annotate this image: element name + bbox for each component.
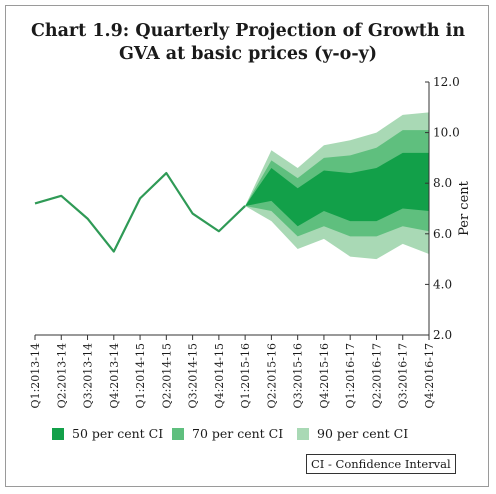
legend-swatch [52, 427, 64, 440]
x-tick-label: Q4:2014-15 [213, 343, 226, 408]
y-tick-label: 10.0 [433, 126, 460, 140]
legend-item: 70 per cent CI [172, 426, 283, 441]
legend-item: 50 per cent CI [52, 426, 163, 441]
y-tick-label: 2.0 [433, 328, 452, 342]
legend-label: 90 per cent CI [317, 426, 409, 441]
x-tick-label: Q3:2014-15 [187, 343, 200, 408]
x-tick-label: Q1:2014-15 [134, 343, 147, 408]
x-tick-label: Q4:2013-14 [108, 343, 121, 408]
ci-note: CI - Confidence Interval [306, 454, 456, 474]
axes: 2.0 4.0 6.0 8.0 10.0 12.0 Q1:2013-14 Q2:2013-14… [29, 75, 460, 408]
actual-growth-line [34, 171, 246, 253]
legend-label: 50 per cent CI [72, 426, 164, 441]
y-tick-label: 12.0 [433, 75, 460, 89]
x-tick-label: Q2:2015-16 [265, 343, 278, 408]
x-tick-label: Q2:2013-14 [55, 343, 68, 408]
x-tick-label: Q1:2015-16 [239, 343, 252, 408]
y-axis-label: Per cent [457, 180, 472, 236]
x-tick-label: Q1:2013-14 [29, 343, 42, 408]
legend-swatch [297, 427, 309, 440]
x-tick-label: Q2:2016-17 [370, 343, 383, 408]
chart-title-line-2: GVA at basic prices (y-o-y) [118, 44, 378, 64]
x-tick-label: Q3:2013-14 [82, 343, 95, 408]
x-tick-label: Q3:2015-16 [292, 343, 305, 408]
confidence-bands [245, 112, 429, 260]
band-50-per-cent-ci [245, 152, 429, 227]
x-tick-label: Q2:2014-15 [160, 343, 173, 408]
x-tick-label: Q4:2016-17 [423, 343, 436, 408]
chart-title: Chart 1.9: Quarterly Projection of Growt… [0, 20, 496, 66]
y-tick-label: 6.0 [433, 227, 452, 241]
y-tick-label: 8.0 [433, 176, 452, 190]
actual-line [34, 171, 246, 253]
x-tick-label: Q4:2015-16 [318, 343, 331, 408]
chart-title-line-1: Chart 1.9: Quarterly Projection of Growt… [30, 21, 466, 41]
x-tick-label: Q3:2016-17 [397, 343, 410, 408]
legend-item: 90 per cent CI [297, 426, 408, 441]
y-tick-label: 4.0 [433, 277, 452, 291]
legend-swatch [172, 427, 184, 440]
legend-label: 70 per cent CI [192, 426, 284, 441]
x-tick-label: Q1:2016-17 [344, 343, 357, 408]
legend: 50 per cent CI 70 per cent CI 90 per cent … [0, 426, 496, 446]
